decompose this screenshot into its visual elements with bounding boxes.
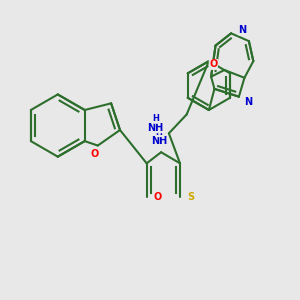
Text: H: H <box>155 128 162 137</box>
Text: S: S <box>188 192 195 202</box>
Text: NH: NH <box>147 123 164 133</box>
Text: O: O <box>154 192 162 202</box>
Text: O: O <box>90 149 99 159</box>
Text: NH: NH <box>151 136 167 146</box>
Text: N: N <box>238 25 246 35</box>
Text: O: O <box>209 59 218 69</box>
Text: N: N <box>244 97 252 107</box>
Text: H: H <box>152 114 159 123</box>
